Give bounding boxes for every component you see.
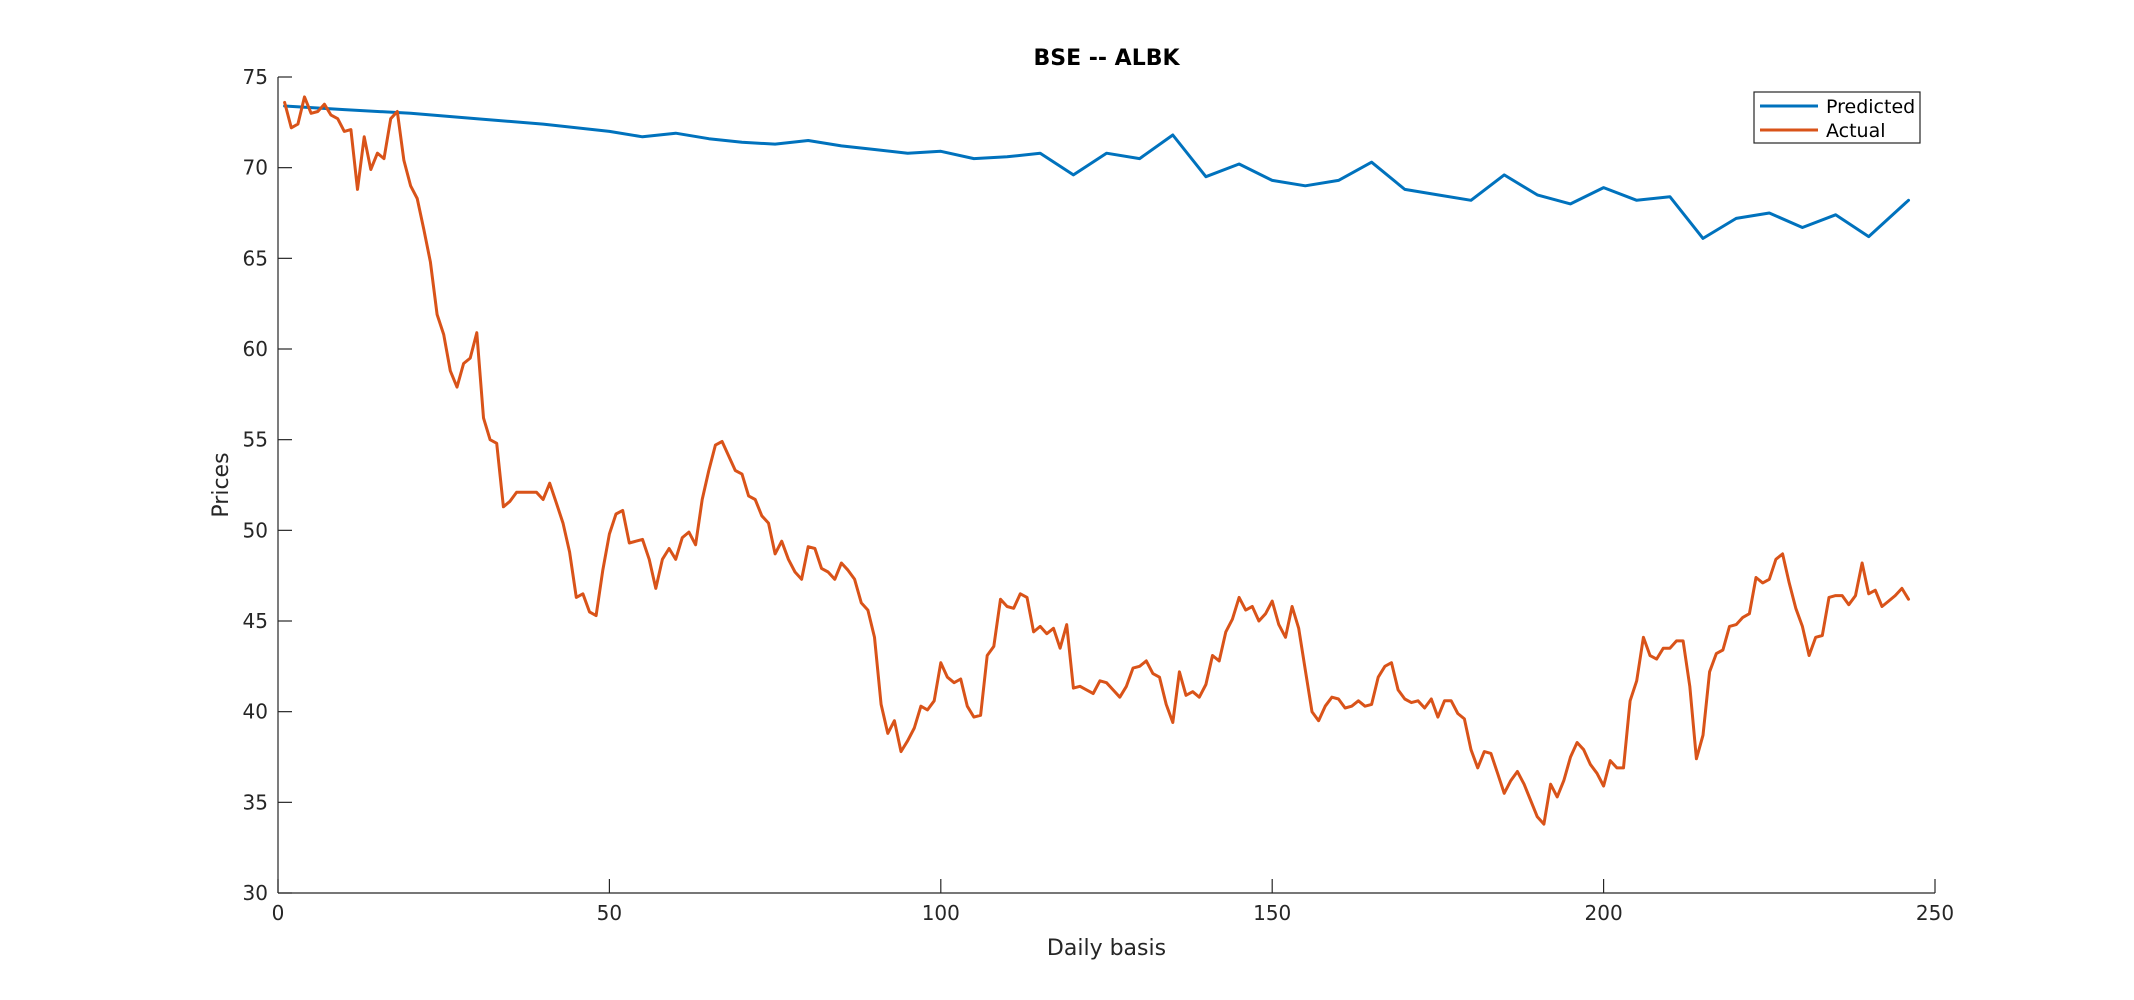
y-axis-label: Prices	[209, 452, 234, 517]
x-tick-label: 100	[922, 901, 960, 925]
legend-label: Actual	[1826, 120, 1886, 142]
x-tick-label: 150	[1253, 901, 1291, 925]
x-tick-label: 200	[1585, 901, 1623, 925]
plot-axes: 0 50 100 150 200 250 30 35 40 45 50 55 60 65 70 75	[243, 65, 1955, 925]
y-tick-label: 70	[243, 156, 268, 180]
y-tick-label: 35	[243, 790, 268, 814]
x-axis-label: Daily basis	[1047, 936, 1166, 961]
y-tick-label: 65	[243, 246, 268, 270]
y-tick-label: 50	[243, 518, 268, 542]
legend-box	[1753, 91, 1921, 144]
x-tick-label: 50	[597, 901, 622, 925]
series-line-actual	[283, 95, 1910, 826]
y-tick-label: 30	[243, 881, 268, 905]
series-layer	[283, 95, 1910, 826]
y-tick-label: 75	[243, 65, 268, 89]
chart-title: BSE -- ALBK	[1033, 46, 1180, 71]
series-line-predicted	[283, 104, 1910, 240]
y-tick-label: 55	[243, 428, 268, 452]
y-tick-label: 45	[243, 609, 268, 633]
legend-label: Predicted	[1826, 96, 1915, 118]
x-tick-label: 250	[1916, 901, 1954, 925]
y-tick-label: 60	[243, 337, 268, 361]
y-tick-label: 40	[243, 700, 268, 724]
x-tick-label: 0	[272, 901, 285, 925]
